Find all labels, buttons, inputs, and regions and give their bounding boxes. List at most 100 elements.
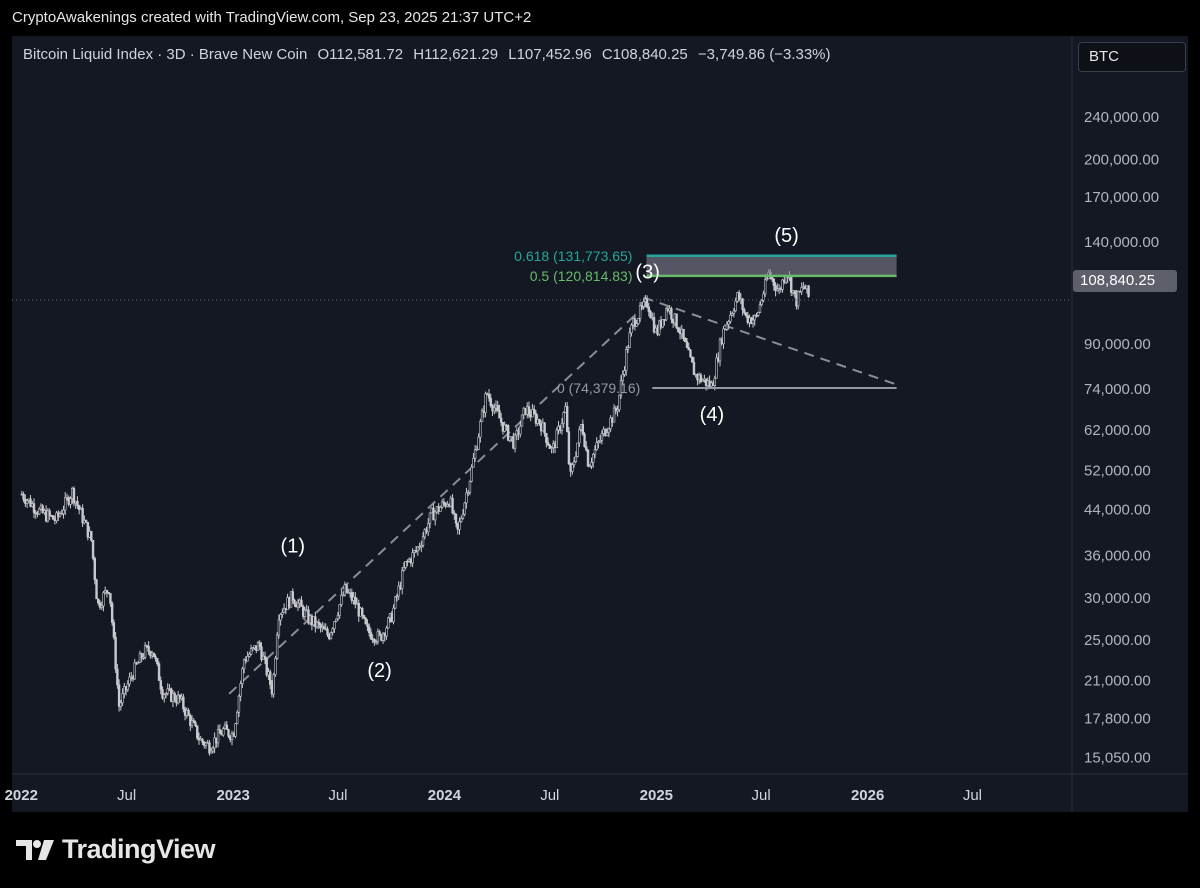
candle-body <box>225 724 228 730</box>
candle-body <box>275 634 279 659</box>
candle-body <box>776 288 779 292</box>
candle-body <box>77 505 81 511</box>
candle-body <box>428 512 432 524</box>
legend-change: −3,749.86 (−3.33%) <box>697 46 831 63</box>
candle-body <box>397 585 400 597</box>
candle-body <box>489 397 492 406</box>
candle-body <box>411 552 414 564</box>
y-tick-label: 170,000.00 <box>1084 189 1159 206</box>
candle-body <box>329 632 333 640</box>
candle-body <box>420 544 423 548</box>
candle-body <box>607 428 611 434</box>
candle-body <box>110 603 114 623</box>
candle-body <box>463 502 466 515</box>
x-tick-label: Jul <box>963 787 982 804</box>
fib-label-05: 0.5 (120,814.83) <box>530 268 633 284</box>
candle-body <box>154 656 157 659</box>
candle-body <box>734 300 737 312</box>
y-tick-label: 90,000.00 <box>1084 336 1151 353</box>
candle-body <box>732 310 736 314</box>
legend-low: L107,452.96 <box>508 46 592 63</box>
candle-body <box>453 512 456 515</box>
symbol-selector[interactable]: BTC <box>1078 42 1186 72</box>
chart-panel[interactable] <box>12 36 1188 812</box>
candle-body <box>263 655 267 659</box>
candle-body <box>222 728 225 736</box>
last-price-badge: 108,840.25 <box>1073 270 1177 292</box>
candle-body <box>317 621 321 625</box>
candle-body <box>496 404 499 411</box>
candle-body <box>98 602 102 608</box>
candle-body <box>156 658 159 665</box>
legend-high: H112,621.29 <box>413 46 499 63</box>
candle-body <box>166 688 169 694</box>
candle-body <box>689 349 692 358</box>
candle-body <box>508 436 512 441</box>
candle-body <box>493 407 496 412</box>
candle-body <box>774 285 777 292</box>
candle-body <box>163 694 166 699</box>
candle-body <box>404 560 407 568</box>
candle-body <box>550 447 553 449</box>
candle-body <box>173 693 176 701</box>
candle-body <box>322 626 326 630</box>
candle-body <box>60 513 63 515</box>
candle-body <box>90 530 93 541</box>
candle-body <box>361 608 364 616</box>
tradingview-logo-icon[interactable] <box>16 838 56 862</box>
candle-body <box>373 639 376 643</box>
candle-body <box>152 652 156 658</box>
candle-body <box>538 419 541 424</box>
candle-body <box>503 424 506 432</box>
candle-body <box>458 521 461 530</box>
wave-label: (4) <box>700 404 724 426</box>
candle-body <box>763 279 767 295</box>
candle-body <box>487 393 491 399</box>
legend-close: C108,840.25 <box>601 46 688 63</box>
candle-body <box>796 290 800 307</box>
candle-body <box>760 300 763 305</box>
candle-body <box>595 442 598 450</box>
candle-body <box>237 695 241 713</box>
candle-body <box>598 440 602 442</box>
candle-body <box>109 593 112 604</box>
candle-body <box>117 684 121 707</box>
candle-body <box>480 410 484 422</box>
x-tick-label: Jul <box>540 787 559 804</box>
candle-body <box>100 605 103 608</box>
candle-body <box>235 711 239 725</box>
candle-body <box>647 306 651 312</box>
candle-body <box>381 633 385 641</box>
candle-body <box>583 433 586 448</box>
candle-body <box>427 523 430 533</box>
candle-body <box>86 522 90 538</box>
y-tick-label: 140,000.00 <box>1084 234 1159 251</box>
candle-body <box>451 497 454 514</box>
candle-body <box>282 607 286 613</box>
candle-body <box>468 480 472 493</box>
candle-body <box>628 332 631 348</box>
candle-body <box>272 674 275 695</box>
candle-body <box>605 432 609 436</box>
caption-bar: CryptoAwakenings created with TradingVie… <box>0 0 1200 36</box>
candle-body <box>187 710 190 716</box>
candle-body <box>470 466 473 482</box>
candle-body <box>69 498 72 505</box>
candle-body <box>461 513 465 519</box>
candle-body <box>204 742 208 746</box>
candle-body <box>565 406 569 432</box>
candle-body <box>737 292 741 300</box>
candle-body <box>121 693 124 704</box>
candle-body <box>137 662 140 665</box>
candle-body <box>293 599 296 605</box>
x-tick-label: 2024 <box>428 787 462 804</box>
candle-body <box>142 656 145 659</box>
candle-body <box>140 653 143 659</box>
candle-body <box>466 492 470 494</box>
tradingview-brand[interactable]: TradingView <box>62 834 216 864</box>
candle-body <box>546 442 550 446</box>
candle-body <box>520 414 524 427</box>
y-tick-label: 30,000.00 <box>1084 590 1151 607</box>
candle-body <box>649 311 652 319</box>
